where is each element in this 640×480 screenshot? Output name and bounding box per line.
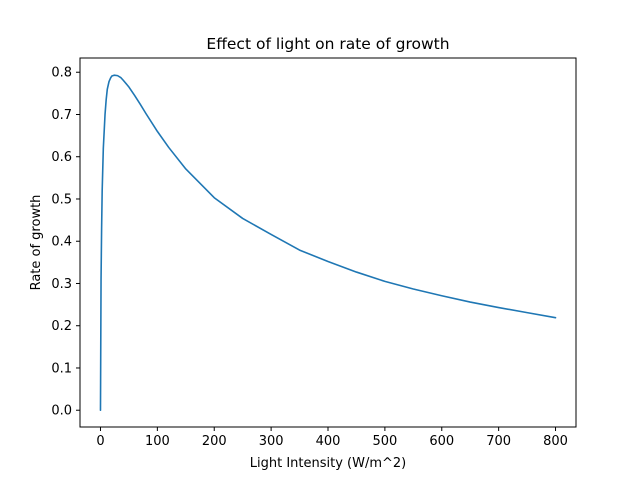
x-tick-label: 0 <box>96 434 104 449</box>
x-tick-label: 300 <box>259 434 284 449</box>
x-tick-label: 800 <box>543 434 568 449</box>
x-tick-label: 700 <box>486 434 511 449</box>
x-tick-label: 400 <box>316 434 341 449</box>
chart-title: Effect of light on rate of growth <box>206 35 449 53</box>
plot-series <box>99 74 557 412</box>
x-tick-label: 100 <box>145 434 170 449</box>
axis-ticks: 0 100 200 300 400 500 600 700 800 0.0 0.1 0.2 0.3 0.4… <box>51 66 568 449</box>
x-tick-label: 600 <box>429 434 454 449</box>
series-line <box>99 74 557 412</box>
plot-frame <box>79 57 577 428</box>
y-tick-label: 0.2 <box>51 319 72 334</box>
y-tick-label: 0.5 <box>51 192 72 207</box>
y-tick-label: 0.1 <box>51 361 72 376</box>
y-tick-label: 0.7 <box>51 108 72 123</box>
y-tick-label: 0.4 <box>51 235 72 250</box>
y-tick-label: 0.6 <box>51 150 72 165</box>
y-tick-label: 0.3 <box>51 277 72 292</box>
y-tick-label: 0.0 <box>51 404 72 419</box>
x-axis-title: Light Intensity (W/m^2) <box>250 456 407 471</box>
x-tick-label: 200 <box>202 434 227 449</box>
y-tick-label: 0.8 <box>51 66 72 81</box>
y-axis-title: Rate of growth <box>29 195 44 291</box>
x-tick-label: 500 <box>372 434 397 449</box>
